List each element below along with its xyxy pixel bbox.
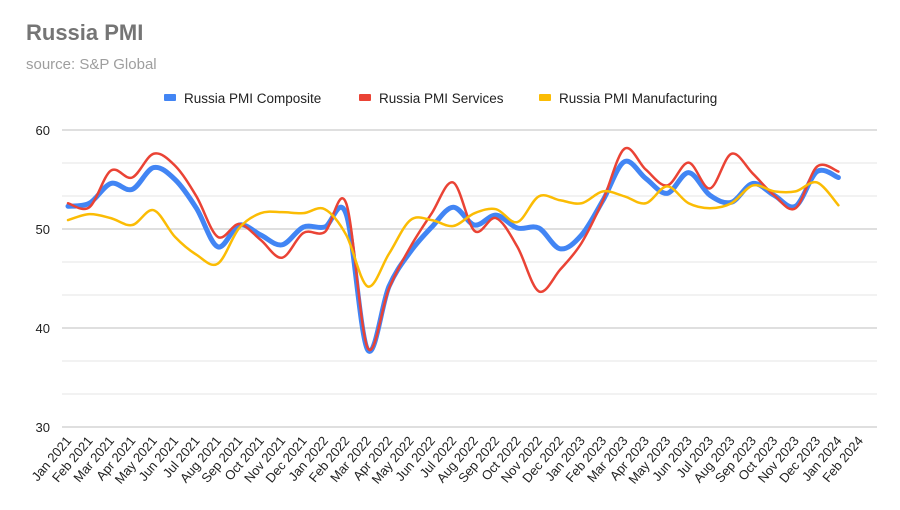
legend-swatch bbox=[539, 94, 551, 101]
legend-swatch bbox=[359, 94, 371, 101]
legend-label: Russia PMI Composite bbox=[184, 91, 321, 106]
series-line-russia-pmi-manufacturing bbox=[66, 180, 840, 288]
y-tick-label: 60 bbox=[36, 123, 50, 138]
legend: Russia PMI Composite Russia PMI Services R… bbox=[164, 91, 717, 106]
chart-subtitle: source: S&P Global bbox=[26, 56, 157, 73]
series-line-russia-pmi-composite bbox=[65, 158, 841, 354]
legend-label: Russia PMI Manufacturing bbox=[559, 91, 717, 106]
legend-label: Russia PMI Services bbox=[379, 91, 504, 106]
y-axis: 60 50 40 30 bbox=[36, 123, 50, 435]
series-lines bbox=[65, 146, 841, 354]
legend-swatch bbox=[164, 94, 176, 101]
y-tick-label: 40 bbox=[36, 321, 50, 336]
series-line-russia-pmi-services bbox=[66, 146, 840, 352]
chart-title: Russia PMI bbox=[26, 20, 144, 45]
y-tick-label: 50 bbox=[36, 222, 50, 237]
y-tick-label: 30 bbox=[36, 420, 50, 435]
